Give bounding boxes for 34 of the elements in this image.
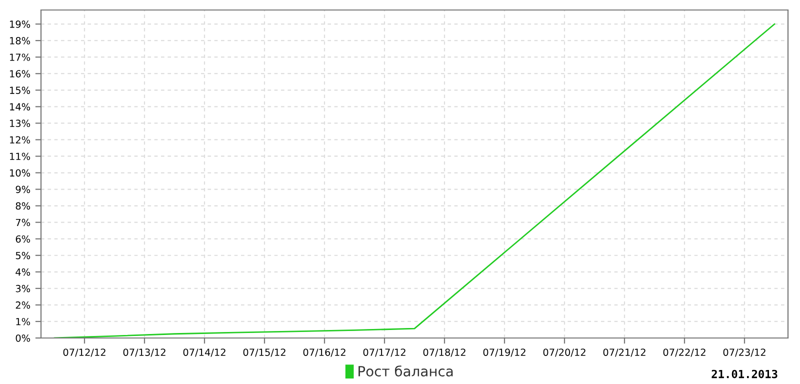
y-tick-label: 16% <box>10 70 30 78</box>
x-tick-label: 07/15/12 <box>243 348 286 357</box>
y-tick-label: 2% <box>16 301 30 309</box>
y-tick-label: 4% <box>16 268 30 276</box>
y-tick-label: 7% <box>16 218 30 226</box>
y-tick-label: 3% <box>16 284 30 292</box>
y-tick-label: 10% <box>10 169 30 177</box>
x-tick-label: 07/22/12 <box>663 348 706 357</box>
y-tick-label: 6% <box>16 235 30 243</box>
x-tick-label: 07/17/12 <box>363 348 406 357</box>
x-tick-label: 07/14/12 <box>183 348 226 357</box>
y-tick-label: 8% <box>16 202 30 210</box>
y-tick-label: 1% <box>16 318 30 326</box>
y-tick-label: 17% <box>10 54 30 61</box>
x-tick-label: 07/23/12 <box>723 348 766 357</box>
x-tick-label: 07/13/12 <box>123 348 166 357</box>
x-tick-label: 07/12/12 <box>63 348 106 357</box>
y-tick-label: 14% <box>10 103 30 110</box>
x-tick-label: 07/18/12 <box>423 348 466 357</box>
y-tick-label: 5% <box>16 252 30 260</box>
y-tick-label: 18% <box>10 37 30 44</box>
x-tick-label: 07/20/12 <box>543 348 586 357</box>
y-tick-label: 9% <box>16 186 30 194</box>
legend-label: Рост баланса <box>358 366 453 376</box>
y-tick-label: 0% <box>16 334 30 342</box>
y-tick-label: 13% <box>10 120 30 128</box>
y-tick-label: 15% <box>10 86 30 94</box>
x-tick-label: 07/16/12 <box>303 348 346 357</box>
x-tick-label: 07/19/12 <box>483 348 526 357</box>
text: 21.01.2013 <box>712 370 778 378</box>
y-tick-label: 11% <box>10 152 30 160</box>
y-tick-label: 19% <box>10 20 30 28</box>
y-tick-label: 12% <box>10 136 30 144</box>
x-tick-label: 07/21/12 <box>603 348 646 357</box>
